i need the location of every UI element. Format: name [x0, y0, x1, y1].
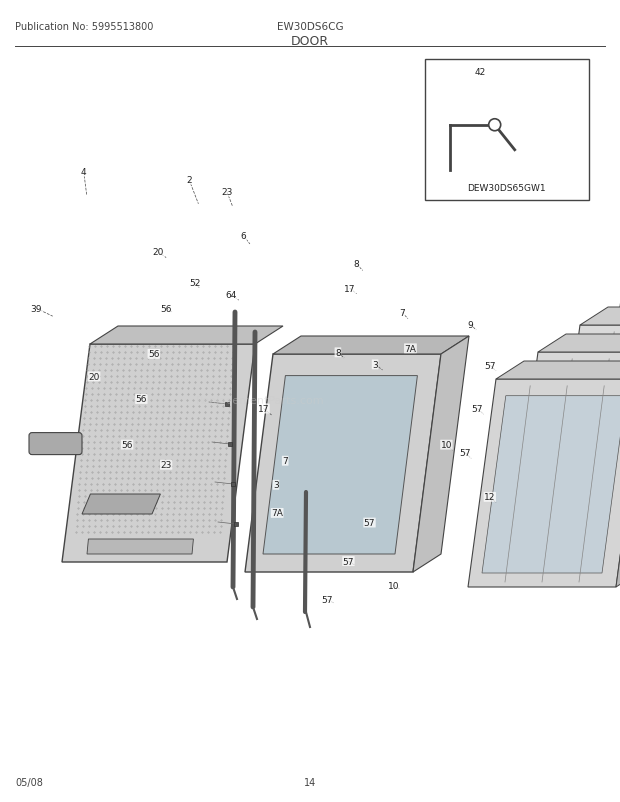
Polygon shape: [90, 326, 283, 345]
Text: 10: 10: [441, 440, 452, 450]
Text: 56: 56: [136, 395, 147, 404]
Polygon shape: [510, 353, 620, 561]
Text: 57: 57: [343, 557, 354, 566]
Text: 3: 3: [273, 480, 279, 490]
Text: Publication No: 5995513800: Publication No: 5995513800: [15, 22, 153, 32]
Text: 57: 57: [364, 518, 375, 528]
Text: 17: 17: [258, 404, 269, 414]
FancyBboxPatch shape: [29, 433, 82, 455]
Polygon shape: [87, 539, 193, 554]
Text: 42: 42: [474, 67, 485, 77]
Polygon shape: [524, 369, 620, 546]
Text: 56: 56: [148, 350, 159, 359]
Text: 7: 7: [282, 456, 288, 466]
Circle shape: [489, 119, 501, 132]
Text: ReplacementParts.com: ReplacementParts.com: [196, 396, 325, 406]
Text: 57: 57: [459, 448, 471, 458]
Polygon shape: [580, 308, 620, 326]
Text: 8: 8: [353, 260, 360, 269]
Polygon shape: [82, 494, 161, 514]
Text: 8: 8: [335, 348, 341, 358]
Polygon shape: [468, 379, 620, 587]
Text: 10: 10: [388, 581, 399, 590]
Polygon shape: [538, 334, 620, 353]
Text: 23: 23: [221, 188, 232, 197]
Polygon shape: [496, 362, 620, 379]
Polygon shape: [616, 362, 620, 587]
Text: 3: 3: [372, 360, 378, 370]
Text: 20: 20: [153, 248, 164, 257]
Text: 39: 39: [30, 304, 42, 314]
Text: 56: 56: [122, 440, 133, 450]
Text: 2: 2: [186, 176, 192, 185]
Text: EW30DS6CG: EW30DS6CG: [277, 22, 343, 32]
Polygon shape: [263, 376, 417, 554]
Text: 6: 6: [241, 232, 247, 241]
Text: DOOR: DOOR: [291, 35, 329, 48]
Polygon shape: [245, 354, 441, 573]
Text: 17: 17: [344, 284, 355, 294]
Polygon shape: [566, 342, 620, 520]
Polygon shape: [273, 337, 469, 354]
Text: 4: 4: [81, 168, 87, 177]
Polygon shape: [62, 345, 255, 562]
Polygon shape: [610, 312, 620, 490]
Text: 12: 12: [484, 492, 495, 502]
Polygon shape: [413, 337, 469, 573]
Text: 57: 57: [484, 361, 495, 371]
Text: 14: 14: [304, 777, 316, 787]
Text: 7A: 7A: [271, 508, 283, 518]
Bar: [425, 60, 589, 200]
Text: 57: 57: [322, 595, 333, 605]
Text: 42: 42: [484, 160, 495, 169]
Polygon shape: [482, 396, 620, 573]
Text: DEW30DS65GW1: DEW30DS65GW1: [467, 184, 546, 192]
Text: 7A: 7A: [404, 344, 417, 354]
Text: 05/08: 05/08: [15, 777, 43, 787]
Polygon shape: [594, 294, 620, 506]
Text: 7: 7: [399, 308, 405, 318]
Polygon shape: [552, 326, 620, 533]
Text: 9: 9: [467, 320, 473, 330]
Text: 64: 64: [226, 290, 237, 300]
Text: 20: 20: [89, 372, 100, 382]
Text: 23: 23: [161, 460, 172, 470]
Text: 57: 57: [472, 404, 483, 414]
Text: 56: 56: [161, 304, 172, 314]
Text: 52: 52: [189, 278, 200, 288]
